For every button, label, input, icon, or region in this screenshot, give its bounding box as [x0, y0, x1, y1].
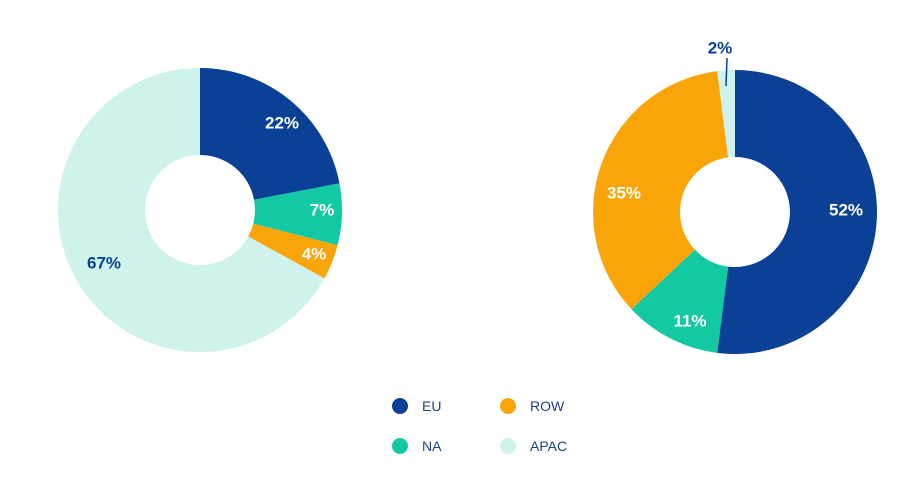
- legend-item-eu: EU: [392, 396, 441, 416]
- donut-right-label-na: 11%: [673, 311, 706, 330]
- legend-swatch-row: [500, 398, 516, 414]
- donut-left-slice-eu: [200, 68, 340, 200]
- donut-left-slice-na: [253, 183, 342, 246]
- donut-chart-right: 52% 11% 35% 2%: [592, 38, 877, 354]
- donut-left-slice-row: [248, 223, 338, 279]
- legend-item-na: NA: [392, 436, 441, 456]
- donut-right-slice-eu: [717, 70, 877, 354]
- legend-label-apac: APAC: [530, 438, 568, 454]
- donut-right-label-eu: 52%: [829, 200, 863, 219]
- legend-label-eu: EU: [422, 398, 442, 414]
- legend-swatch-na: [392, 438, 408, 454]
- donut-left-label-na: 7%: [310, 200, 335, 219]
- donut-left-label-row: 4%: [302, 244, 327, 263]
- donut-right-slice-row: [592, 71, 729, 310]
- donut-chart-left: 22% 7% 4% 67%: [58, 68, 342, 353]
- donut-right-slice-apac: [717, 70, 735, 158]
- donut-right-leader-apac: [725, 57, 728, 87]
- legend-swatch-eu: [392, 398, 408, 414]
- donut-right-label-apac: 2%: [708, 38, 733, 57]
- legend-label-row: ROW: [530, 398, 565, 414]
- legend-item-apac: APAC: [500, 436, 567, 456]
- donut-left-slice-apac: [58, 68, 325, 353]
- legend-label-na: NA: [422, 438, 442, 454]
- donut-left-label-eu: 22%: [265, 113, 299, 132]
- chart-legend: EU ROW NA APAC: [392, 396, 592, 466]
- donut-right-label-row: 35%: [607, 183, 641, 202]
- donut-left-label-apac: 67%: [87, 253, 121, 272]
- donut-right-slice-na: [631, 249, 729, 353]
- legend-item-row: ROW: [500, 396, 564, 416]
- legend-swatch-apac: [500, 438, 516, 454]
